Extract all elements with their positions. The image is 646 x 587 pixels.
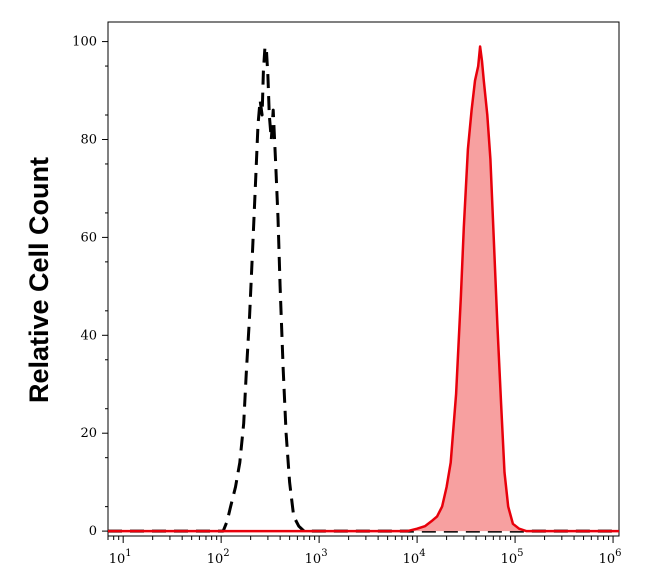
x-tick-base: 10	[305, 552, 322, 567]
x-tick-base: 10	[599, 552, 616, 567]
x-tick-base: 10	[501, 552, 518, 567]
y-tick-label: 100	[72, 35, 97, 50]
x-tick-exponent: 3	[321, 548, 327, 559]
y-tick-label: 0	[89, 524, 97, 539]
x-tick-base: 10	[109, 552, 126, 567]
x-tick-label: 106	[599, 548, 622, 567]
x-tick-base: 10	[207, 552, 224, 567]
x-tick-base: 10	[403, 552, 420, 567]
control-series-line	[108, 45, 619, 533]
plot-frame	[107, 21, 620, 537]
y-tick-label: 20	[80, 426, 97, 441]
y-tick-label: 40	[80, 328, 97, 343]
x-tick-label: 104	[403, 548, 426, 567]
stained-area-fill	[108, 46, 619, 532]
stained-series-line	[108, 45, 619, 533]
y-axis-label: Relative Cell Count	[24, 157, 54, 403]
y-tick-label: 60	[80, 230, 97, 245]
x-tick-label: 101	[109, 548, 132, 567]
x-tick-exponent: 2	[223, 548, 229, 559]
y-tick-label: 80	[80, 132, 97, 147]
x-tick-label: 102	[207, 548, 230, 567]
x-tick-label: 105	[501, 548, 524, 567]
x-tick-label: 103	[305, 548, 328, 567]
x-tick-exponent: 5	[517, 548, 523, 559]
x-tick-exponent: 6	[615, 548, 621, 559]
x-tick-exponent: 4	[419, 548, 425, 559]
x-tick-exponent: 1	[125, 548, 131, 559]
